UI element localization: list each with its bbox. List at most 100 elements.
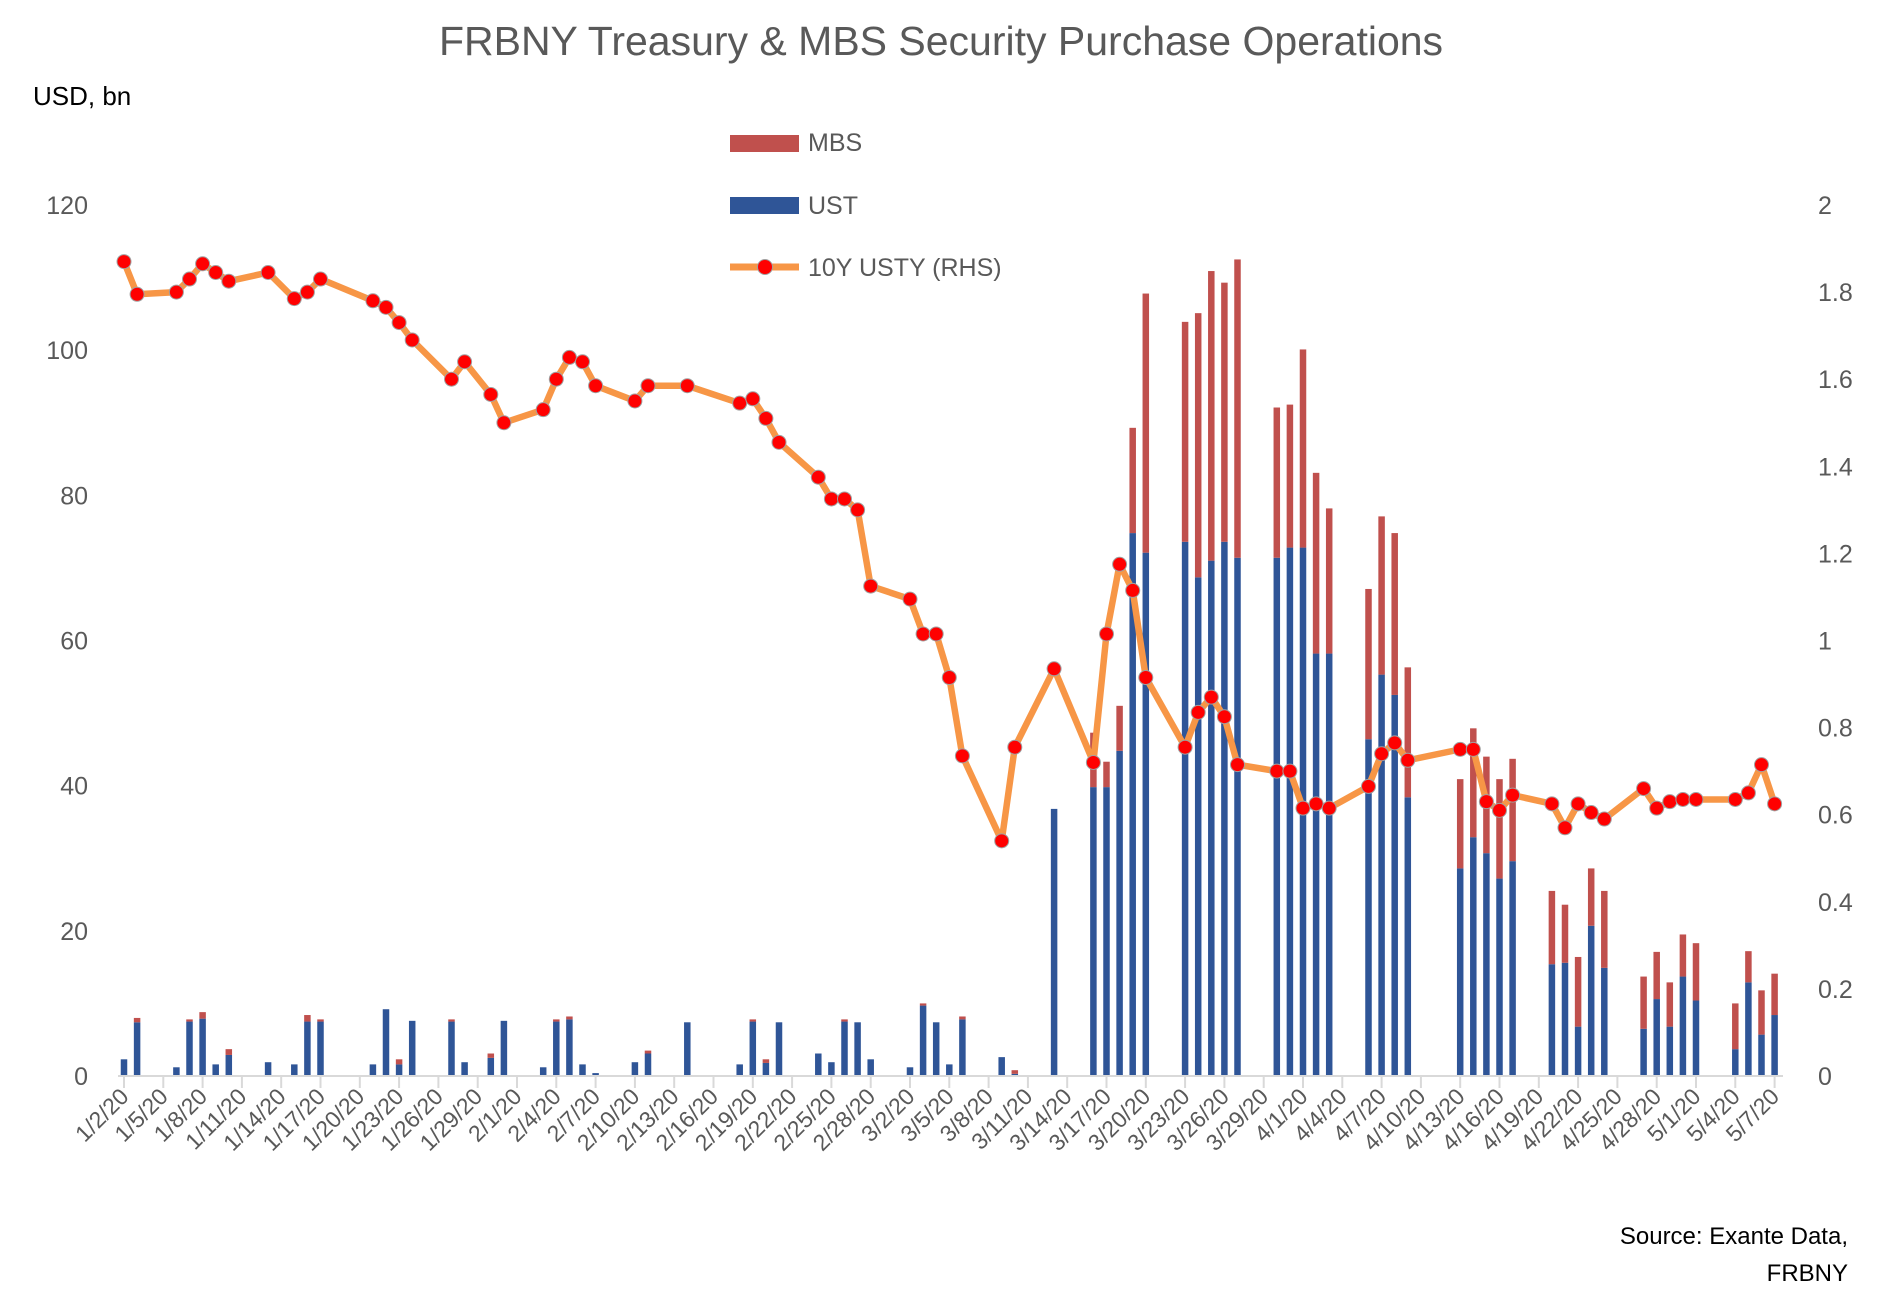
y2-tick-label: 0 bbox=[1818, 1063, 1832, 1091]
yield-marker bbox=[928, 626, 944, 642]
yield-marker bbox=[561, 349, 577, 365]
y2-tick-label: 1.8 bbox=[1818, 279, 1853, 307]
yield-marker bbox=[116, 254, 132, 270]
yield-marker bbox=[378, 299, 394, 315]
bar-ust bbox=[225, 1054, 233, 1076]
bar-ust bbox=[1378, 674, 1385, 1076]
bar-ust bbox=[919, 1005, 927, 1076]
yield-marker bbox=[1675, 791, 1691, 807]
bar-ust bbox=[854, 1022, 861, 1076]
bar-mbs bbox=[553, 1019, 560, 1022]
bar-mbs bbox=[1299, 349, 1307, 548]
bar-ust bbox=[1548, 964, 1556, 1076]
yield-marker bbox=[1465, 741, 1481, 757]
legend-label-ust: UST bbox=[808, 192, 858, 220]
y-axis-label: USD, bn bbox=[33, 81, 131, 111]
bar-mbs bbox=[1548, 890, 1556, 965]
bar-mbs bbox=[644, 1050, 652, 1054]
bar-mbs bbox=[1234, 259, 1241, 558]
yield-marker bbox=[1361, 778, 1376, 794]
yield-marker bbox=[588, 378, 604, 394]
bar-mbs bbox=[1470, 728, 1477, 838]
bar-ust bbox=[1470, 837, 1477, 1076]
bar-ust bbox=[291, 1064, 298, 1076]
yield-marker bbox=[575, 354, 590, 370]
bar-ust bbox=[1456, 868, 1464, 1076]
yield-marker bbox=[1505, 787, 1521, 803]
yield-marker bbox=[1387, 735, 1403, 751]
bar-mbs bbox=[1312, 472, 1320, 654]
legend: MBS UST 10Y USTY (RHS) bbox=[730, 129, 1002, 282]
bar-ust bbox=[828, 1062, 835, 1076]
yield-marker bbox=[535, 402, 551, 418]
bar-ust bbox=[1745, 982, 1752, 1076]
yield-marker bbox=[837, 491, 852, 507]
bar-ust bbox=[1116, 750, 1123, 1076]
bar-ust bbox=[684, 1022, 691, 1076]
bar-ust bbox=[736, 1064, 743, 1076]
legend-item-ust: UST bbox=[730, 192, 858, 220]
bar-ust bbox=[1103, 787, 1110, 1076]
bar-mbs bbox=[199, 1012, 206, 1019]
bar-ust bbox=[1234, 557, 1241, 1076]
yield-marker bbox=[286, 291, 302, 307]
yield-marker bbox=[129, 286, 145, 302]
bar-ust bbox=[199, 1018, 206, 1076]
bar-mbs bbox=[1561, 904, 1569, 963]
yield-marker bbox=[1374, 746, 1390, 762]
yield-marker bbox=[1570, 796, 1586, 812]
bar-mbs bbox=[1181, 321, 1189, 542]
bar-mbs bbox=[1286, 404, 1294, 548]
bar-ust bbox=[448, 1021, 455, 1076]
bar-ust bbox=[1312, 653, 1320, 1076]
yield-marker bbox=[1007, 739, 1023, 755]
y2-tick-label: 2 bbox=[1818, 192, 1832, 220]
yield-marker bbox=[1583, 805, 1599, 821]
bar-ust bbox=[317, 1021, 324, 1076]
bar-mbs bbox=[1640, 976, 1647, 1029]
bar-ust bbox=[1692, 1000, 1700, 1076]
bar-ust bbox=[1574, 1026, 1582, 1076]
bar-ust bbox=[173, 1067, 180, 1076]
yield-marker bbox=[1452, 741, 1468, 757]
bar-mbs bbox=[1142, 293, 1150, 553]
yield-marker bbox=[1400, 752, 1416, 768]
bar-ust bbox=[1273, 557, 1281, 1076]
bar-ust bbox=[1483, 853, 1490, 1076]
source-note-line1: Source: Exante Data, bbox=[1620, 1223, 1848, 1250]
bar-mbs bbox=[1758, 990, 1765, 1035]
legend-item-mbs: MBS bbox=[730, 129, 862, 157]
yield-marker bbox=[954, 748, 970, 764]
yield-marker bbox=[1190, 704, 1206, 720]
bar-ust bbox=[775, 1022, 783, 1076]
yield-marker bbox=[1125, 582, 1141, 598]
bar-ust bbox=[1732, 1049, 1739, 1076]
bar-ust bbox=[1129, 533, 1136, 1076]
bar-mbs bbox=[1692, 943, 1700, 1001]
y2-tick-label: 1.6 bbox=[1818, 366, 1853, 394]
y-axis-right: 0 0.2 0.4 0.6 0.8 1 1.2 1.4 1.6 1.8 2 bbox=[1818, 192, 1853, 1091]
yield-marker bbox=[994, 833, 1010, 849]
bar-ust bbox=[815, 1053, 822, 1076]
bar-mbs bbox=[317, 1019, 324, 1022]
y-tick-label: 100 bbox=[46, 337, 88, 365]
yield-marker bbox=[1688, 791, 1704, 807]
bar-ust bbox=[1325, 653, 1333, 1076]
yield-marker bbox=[640, 378, 656, 394]
bar-ust bbox=[998, 1057, 1005, 1076]
bar-mbs bbox=[1365, 588, 1372, 740]
yield-marker bbox=[195, 256, 211, 272]
bar-ust bbox=[1601, 967, 1608, 1076]
bar-ust bbox=[487, 1057, 495, 1076]
bar-mbs bbox=[1325, 508, 1333, 654]
bar-ust bbox=[120, 1059, 128, 1076]
y2-tick-label: 1.4 bbox=[1818, 453, 1853, 481]
bar-mbs bbox=[1496, 779, 1503, 879]
bar-mbs bbox=[749, 1019, 757, 1022]
bar-ust bbox=[1142, 552, 1150, 1076]
bar-mbs bbox=[1129, 427, 1136, 534]
bar-mbs bbox=[1653, 951, 1660, 1000]
y2-tick-label: 0.4 bbox=[1818, 889, 1853, 917]
bar-mbs bbox=[1103, 761, 1110, 788]
